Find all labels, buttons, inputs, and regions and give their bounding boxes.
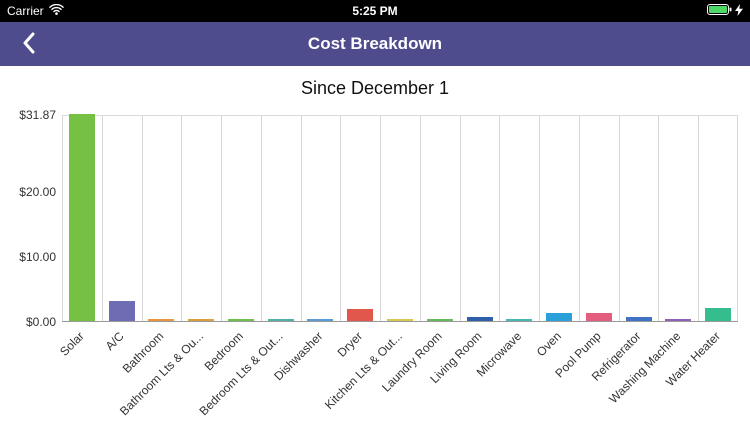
gridline: [260, 116, 262, 321]
gridline: [578, 116, 580, 321]
charging-bolt-icon: [735, 3, 743, 19]
carrier-label: Carrier: [7, 4, 44, 18]
gridline: [658, 116, 660, 321]
nav-title: Cost Breakdown: [307, 34, 443, 53]
gridline: [380, 116, 382, 321]
bar-refrigerator[interactable]: [625, 317, 652, 321]
gridline: [737, 116, 738, 321]
status-bar: Carrier 5:25 PM: [0, 0, 750, 22]
y-axis-tick: $0.00: [25, 315, 56, 329]
gridline: [300, 116, 302, 321]
chart-title: Since December 1: [300, 78, 450, 98]
bar-oven[interactable]: [546, 312, 573, 321]
bar-bedroom-lts-out[interactable]: [267, 319, 294, 321]
bar-solar[interactable]: [68, 114, 95, 321]
bar-bathroom-lts-ou[interactable]: [188, 319, 215, 321]
bar-pool-pump[interactable]: [585, 312, 612, 321]
bar-washing-machine[interactable]: [665, 319, 692, 321]
gridline: [618, 116, 620, 321]
gridline: [340, 116, 342, 321]
gridline: [419, 116, 421, 321]
gridline: [459, 116, 461, 321]
bar-bedroom[interactable]: [227, 319, 254, 321]
bar-chart: $31.87 $20.00 $10.00 $0.00 Solar A/C Bathroom B…: [0, 107, 750, 422]
gridline: [539, 116, 541, 321]
nav-bar: Cost Breakdown: [0, 22, 750, 66]
bar-dryer[interactable]: [347, 309, 374, 321]
bar-bathroom[interactable]: [148, 319, 175, 321]
battery-icon: [707, 4, 732, 18]
y-axis-tick: $31.87: [19, 108, 56, 122]
bar-microwave[interactable]: [506, 319, 533, 321]
bar-kitchen-lts-out[interactable]: [387, 318, 413, 321]
main-content: Since December 1 $31.87 $20.00 $10.00 $0.00…: [0, 66, 750, 422]
gridline: [698, 116, 700, 321]
back-button[interactable]: [8, 22, 48, 66]
bar-dishwasher[interactable]: [307, 319, 334, 321]
gridline: [62, 116, 63, 321]
gridline: [499, 116, 501, 321]
status-left: Carrier: [7, 3, 64, 18]
y-axis-tick: $10.00: [19, 250, 56, 264]
bar-laundry-room[interactable]: [426, 319, 453, 321]
gridline: [141, 116, 143, 321]
bar-a-c[interactable]: [108, 301, 135, 321]
status-right: [707, 3, 743, 19]
bar-living-room[interactable]: [466, 317, 493, 321]
y-axis-tick: $20.00: [19, 185, 56, 200]
plot-area: [62, 114, 738, 322]
gridline: [101, 116, 103, 321]
chevron-left-icon: [22, 32, 35, 57]
gridline: [221, 116, 223, 321]
wifi-icon: [48, 3, 64, 18]
clock: 5:25 PM: [352, 4, 398, 18]
gridline: [181, 116, 183, 321]
bar-water-heater[interactable]: [705, 308, 732, 321]
